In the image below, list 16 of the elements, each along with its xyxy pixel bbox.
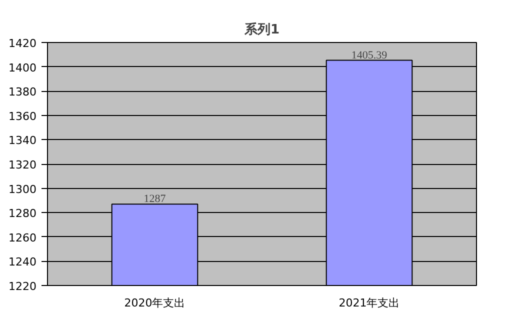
data-label: 1405.39 <box>351 49 388 62</box>
x-tick-label: 2021年支出 <box>338 296 400 310</box>
y-tick-label: 1300 <box>8 182 37 196</box>
y-tick-label: 1240 <box>8 256 37 269</box>
y-tick-label: 1360 <box>8 110 37 123</box>
chart-title: 系列1 <box>243 22 280 38</box>
y-tick-label: 1420 <box>8 37 37 50</box>
y-tick-label: 1220 <box>8 280 37 293</box>
y-tick-label: 1400 <box>8 61 37 74</box>
y-tick-label: 1320 <box>8 158 37 172</box>
y-tick-label: 1260 <box>8 231 37 244</box>
data-label: 1287 <box>144 193 166 206</box>
x-tick-label: 2020年支出 <box>124 296 186 310</box>
y-tick-label: 1280 <box>8 207 37 220</box>
y-tick-label: 1340 <box>8 134 37 148</box>
y-tick-label: 1380 <box>8 86 37 99</box>
